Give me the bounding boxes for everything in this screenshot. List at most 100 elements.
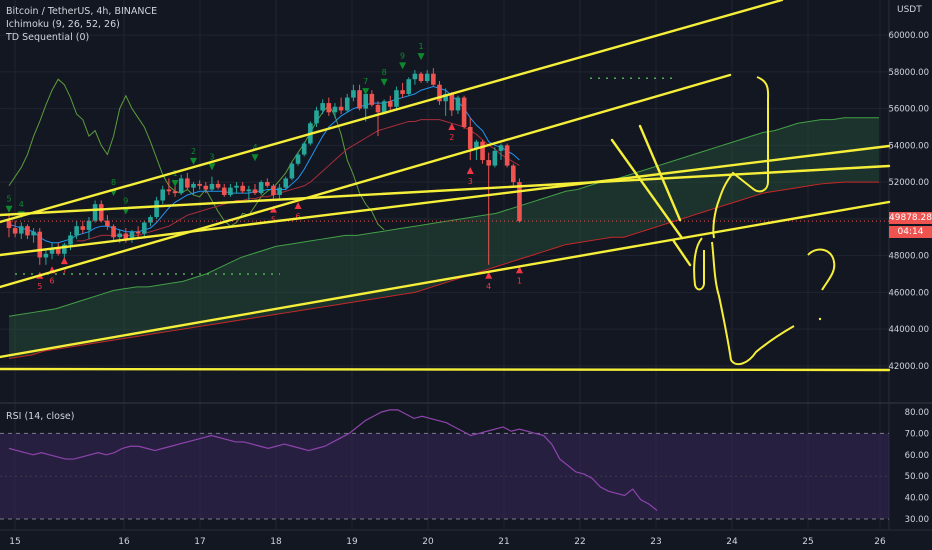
td-count-label: 9	[123, 197, 128, 206]
rsi-legend[interactable]: RSI (14, close)	[6, 411, 75, 422]
bearish-candle	[203, 185, 209, 190]
bearish-candle	[25, 226, 30, 236]
rsi-tick-label: 50.00	[905, 472, 929, 482]
price-tick-label: 54000.00	[888, 141, 929, 151]
bullish-candle	[277, 187, 282, 195]
time-tick-label: 15	[9, 537, 20, 547]
projection-bracket-path	[712, 76, 770, 239]
td-count-label: 1	[517, 276, 522, 285]
bullish-candle	[283, 178, 289, 188]
bullish-candle	[246, 189, 252, 192]
bullish-candle	[332, 106, 338, 113]
bearish-candle	[326, 103, 332, 113]
bearish-candle	[480, 141, 485, 161]
currency-label[interactable]: USDT	[897, 5, 922, 15]
horizontal-support-line	[0, 367, 891, 372]
bullish-candle	[301, 143, 307, 155]
bullish-candle	[19, 226, 24, 234]
td-sequential-markers: 545678912345678912341	[5, 42, 523, 291]
td-sequential-legend[interactable]: TD Sequential (0)	[6, 32, 90, 43]
bearish-candle	[449, 93, 455, 111]
td-sell-arrow	[294, 201, 302, 209]
bearish-candle	[252, 189, 258, 194]
bullish-candle	[492, 150, 498, 166]
td-count-label: 6	[50, 276, 55, 285]
kijun-line	[76, 119, 520, 242]
bearish-candle	[431, 73, 436, 85]
ichimoku-lines	[8, 77, 672, 275]
rsi-line	[8, 409, 658, 511]
bearish-candle	[517, 182, 522, 222]
bearish-candle	[6, 220, 12, 229]
rsi-tick-label: 30.00	[905, 515, 929, 525]
bearish-candle	[461, 97, 467, 127]
bullish-candle	[117, 233, 122, 238]
price-tick-label: 58000.00	[888, 68, 929, 78]
ichimoku-legend[interactable]: Ichimoku (9, 26, 52, 26)	[6, 19, 120, 30]
td-count-label: 8	[111, 178, 116, 187]
td-count-label: 9	[400, 51, 405, 60]
td-buy-arrow	[190, 157, 197, 165]
price-tick-label: 46000.00	[888, 288, 929, 298]
tenkan-line	[8, 86, 520, 244]
td-buy-arrow	[5, 205, 13, 213]
projection-wave-left	[693, 237, 705, 291]
td-count-label: 4	[19, 200, 24, 209]
time-tick-label: 24	[726, 537, 738, 547]
bearish-candle	[240, 185, 245, 192]
bullish-candle	[474, 141, 479, 150]
td-count-label: 5	[6, 195, 11, 204]
bullish-candle	[49, 248, 55, 254]
bullish-candle	[443, 93, 448, 102]
td-buy-arrow	[208, 163, 216, 171]
price-tick-label: 60000.00	[888, 31, 929, 41]
bullish-candle	[68, 235, 73, 245]
bullish-candle	[160, 189, 166, 201]
td-sell-arrow	[60, 257, 68, 265]
td-count-label: 7	[363, 77, 368, 86]
bearish-candle	[105, 220, 110, 227]
symbol-legend[interactable]: Bitcoin / TetherUS, 4h, BINANCE	[6, 6, 158, 17]
rsi-tick-label: 40.00	[905, 494, 929, 504]
td-count-label: 5	[271, 216, 276, 225]
bearish-candle	[437, 84, 442, 102]
question-mark-dot	[818, 317, 822, 321]
price-tick-label: 52000.00	[888, 178, 929, 188]
price-tick-label: 44000.00	[888, 325, 929, 335]
bar-countdown-tag: 04:14	[889, 226, 932, 238]
price-tick-label: 42000.00	[888, 362, 929, 372]
bullish-candle	[498, 145, 504, 151]
bearish-candle	[388, 101, 393, 107]
td-buy-arrow	[171, 179, 179, 187]
bullish-candle	[92, 204, 98, 221]
bearish-candle	[55, 248, 61, 254]
lower-support-trendline	[0, 200, 891, 359]
time-tick-label: 23	[650, 537, 661, 547]
projection-wave-right	[711, 241, 795, 366]
bearish-candle	[357, 90, 362, 109]
bullish-candle	[394, 90, 399, 107]
td-count-label: 1	[419, 42, 424, 51]
price-tick-label: 48000.00	[888, 252, 929, 262]
td-buy-arrow	[362, 88, 370, 96]
time-tick-label: 21	[498, 537, 509, 547]
rsi-tick-label: 60.00	[905, 451, 929, 461]
rsi-pane	[0, 409, 889, 520]
trendline-drawings[interactable]	[0, 0, 891, 372]
bullish-candle	[142, 222, 147, 234]
bearish-candle	[467, 126, 473, 150]
td-count-label: 6	[296, 212, 301, 221]
question-mark-curve	[807, 248, 836, 291]
bullish-candle	[363, 93, 368, 109]
bullish-candle	[351, 90, 356, 98]
bullish-candle	[148, 217, 153, 223]
td-count-label: 7	[62, 267, 67, 276]
rsi-tick-label: 70.00	[905, 429, 929, 439]
td-sell-arrow	[269, 205, 277, 213]
bearish-candle	[80, 226, 86, 230]
td-count-label: 3	[209, 152, 214, 161]
td-sell-arrow	[466, 167, 474, 175]
flat-trendline-upper	[0, 164, 891, 217]
price-tick-label: 56000.00	[888, 105, 929, 115]
